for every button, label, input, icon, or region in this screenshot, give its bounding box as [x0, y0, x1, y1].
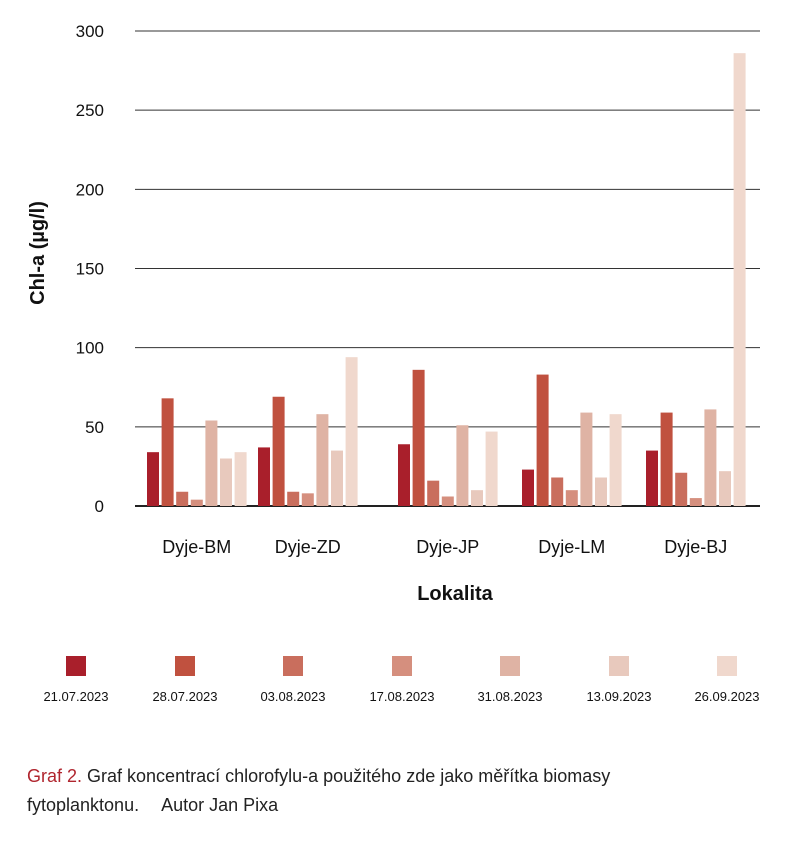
bar [689, 498, 702, 506]
category-labels: Dyje-BM Dyje-ZD Dyje-JP Dyje-LM Dyje-BJ [162, 537, 727, 557]
legend-swatch [66, 656, 86, 676]
bar [272, 396, 285, 506]
bar [220, 458, 232, 506]
bar [565, 490, 578, 506]
bar [471, 490, 483, 506]
y-tick-label: 200 [76, 180, 104, 199]
legend-swatch [392, 656, 412, 676]
bar [258, 447, 270, 506]
legend-label: 28.07.2023 [152, 689, 217, 704]
bar [301, 493, 314, 506]
bar [234, 452, 247, 506]
x-axis-title: Lokalita [417, 583, 493, 605]
bar [675, 472, 688, 506]
y-tick-label: 150 [76, 260, 104, 279]
y-tick-label: 300 [76, 22, 104, 41]
category-label: Dyje-BJ [664, 537, 727, 557]
legend-label: 31.08.2023 [477, 689, 542, 704]
bar [704, 409, 717, 506]
caption-text: Graf koncentrací chlorofylu-a použitého … [27, 766, 611, 815]
legend-label: 13.09.2023 [586, 689, 651, 704]
category-label: Dyje-LM [538, 537, 605, 557]
y-tick-label: 250 [76, 101, 104, 120]
bar [427, 480, 440, 506]
bar [176, 491, 189, 506]
bar [485, 431, 498, 506]
bar [551, 477, 564, 506]
bar [536, 374, 549, 506]
legend-label: 03.08.2023 [260, 689, 325, 704]
y-tick-label: 50 [85, 418, 104, 437]
legend: 21.07.2023 28.07.2023 03.08.2023 17.08.2023… [43, 656, 760, 704]
bar [147, 452, 159, 506]
bar [287, 491, 300, 506]
bar [660, 412, 673, 506]
legend-swatch [175, 656, 195, 676]
bar [345, 357, 358, 506]
caption-author: Autor Jan Pixa [161, 795, 279, 815]
bar [456, 425, 469, 506]
category-label: Dyje-JP [416, 537, 479, 557]
legend-swatch [500, 656, 520, 676]
bar [161, 398, 174, 506]
bar [331, 450, 343, 506]
bar [609, 414, 622, 506]
category-label: Dyje-BM [162, 537, 231, 557]
legend-label: 21.07.2023 [43, 689, 108, 704]
y-tick-label: 0 [95, 497, 104, 516]
y-axis-title: Chl-a (µg/l) [27, 201, 49, 305]
legend-swatch [717, 656, 737, 676]
legend-swatch [609, 656, 629, 676]
legend-label: 26.09.2023 [694, 689, 759, 704]
chart: 0 50 100 150 200 250 300 Dyje-BM Dyje-ZD Dyje-JP… [27, 22, 760, 704]
bar [412, 369, 425, 506]
bars [147, 53, 746, 507]
bar [190, 499, 203, 506]
bar [595, 477, 607, 506]
y-tick-labels: 0 50 100 150 200 250 300 [76, 22, 104, 516]
bar [646, 450, 658, 506]
legend-swatch [283, 656, 303, 676]
bar [398, 444, 410, 506]
bar [522, 469, 534, 506]
bar [316, 414, 329, 506]
caption-lead: Graf 2. [27, 766, 83, 786]
category-label: Dyje-ZD [275, 537, 341, 557]
bar [719, 471, 731, 506]
legend-label: 17.08.2023 [369, 689, 434, 704]
bar [205, 420, 218, 506]
bar [733, 53, 746, 507]
bar [441, 496, 454, 506]
figure-caption: Graf 2. Graf koncentrací chlorofylu-a po… [27, 762, 747, 820]
bar [580, 412, 593, 506]
y-tick-label: 100 [76, 339, 104, 358]
